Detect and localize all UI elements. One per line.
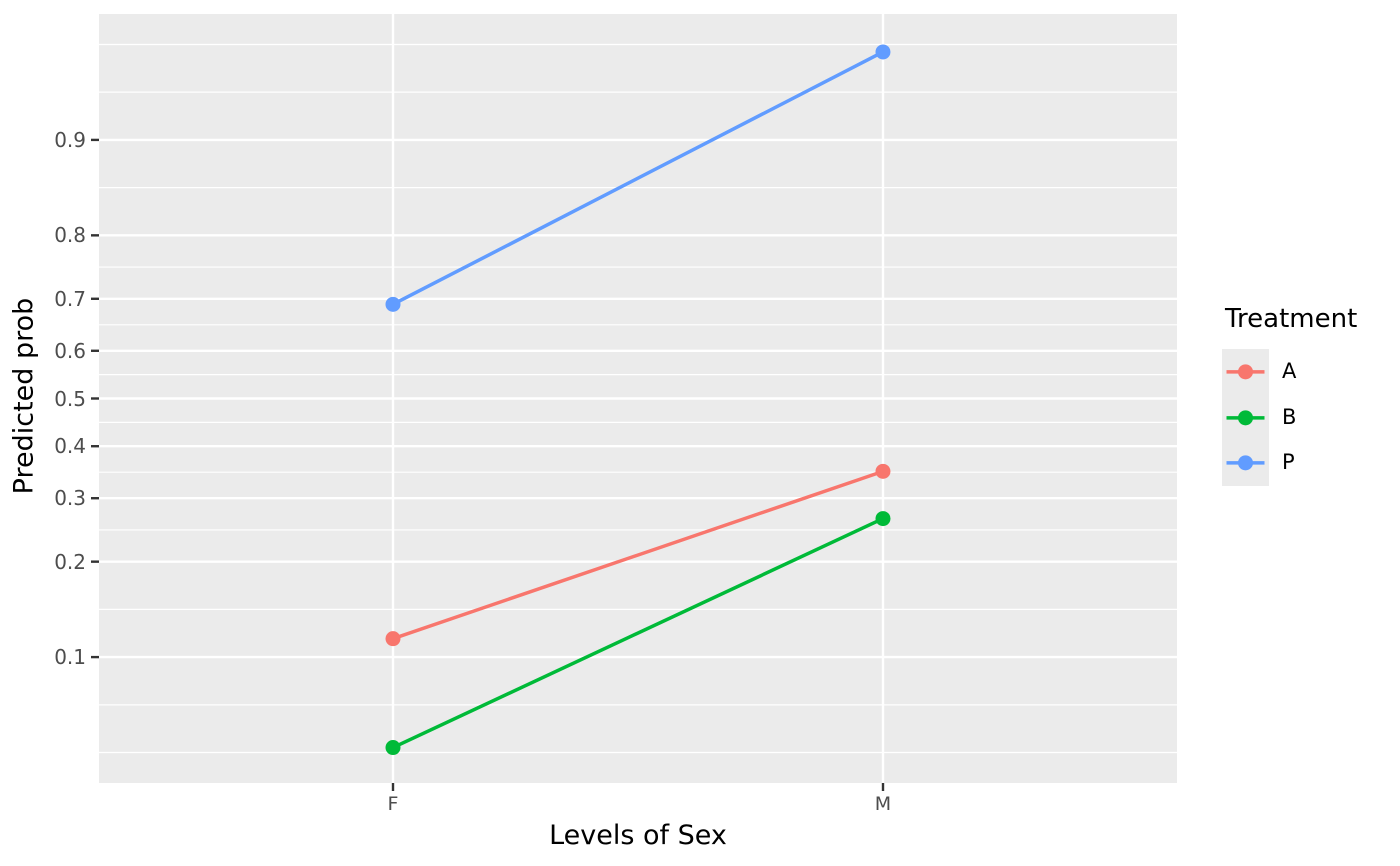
legend-key-B xyxy=(1222,394,1269,441)
legend-glyph-B xyxy=(1226,410,1265,426)
x-tick-label-F: F xyxy=(387,793,399,815)
legend-label-B: B xyxy=(1282,404,1297,429)
y-tick-label-0.1: 0.1 xyxy=(54,645,86,670)
legend-item-B: B xyxy=(1222,394,1357,441)
legend-label-A: A xyxy=(1282,359,1297,383)
legend-label-P: P xyxy=(1282,450,1295,475)
data-point-A-F xyxy=(385,631,401,647)
x-axis-title: Levels of Sex xyxy=(549,820,727,851)
data-point-A-M xyxy=(875,463,891,479)
legend-item-P: P xyxy=(1222,440,1357,487)
legend-key-P xyxy=(1222,440,1269,487)
y-tick-label-0.6: 0.6 xyxy=(54,338,86,363)
x-tick-label-M: M xyxy=(874,793,892,815)
plot-panel xyxy=(99,14,1177,783)
y-tick-label-0.4: 0.4 xyxy=(54,434,86,459)
y-tick-label-0.7: 0.7 xyxy=(54,286,86,311)
data-point-P-M xyxy=(875,44,891,60)
data-point-P-F xyxy=(385,296,401,312)
legend-glyph-A xyxy=(1226,364,1265,380)
y-tick-label-0.8: 0.8 xyxy=(54,223,86,248)
legend-glyph-P xyxy=(1226,455,1265,471)
series-line-P xyxy=(392,50,884,306)
series-line-B xyxy=(392,516,884,750)
legend-title: Treatment xyxy=(1225,304,1358,334)
legend-item-A: A xyxy=(1222,349,1357,395)
legend-point-icon xyxy=(1238,410,1253,426)
series-line-A xyxy=(392,469,884,641)
y-axis-title: Predicted prob xyxy=(8,297,40,495)
data-point-B-M xyxy=(875,511,891,527)
y-tick-label-0.9: 0.9 xyxy=(54,127,86,152)
legend-point-icon xyxy=(1238,455,1253,471)
y-tick-label-0.2: 0.2 xyxy=(54,549,86,574)
legend-point-icon xyxy=(1238,364,1253,380)
y-tick-label-0.5: 0.5 xyxy=(54,386,86,411)
y-tick-label-0.3: 0.3 xyxy=(54,486,86,511)
legend-key-A xyxy=(1222,349,1269,395)
data-point-B-F xyxy=(385,740,401,756)
